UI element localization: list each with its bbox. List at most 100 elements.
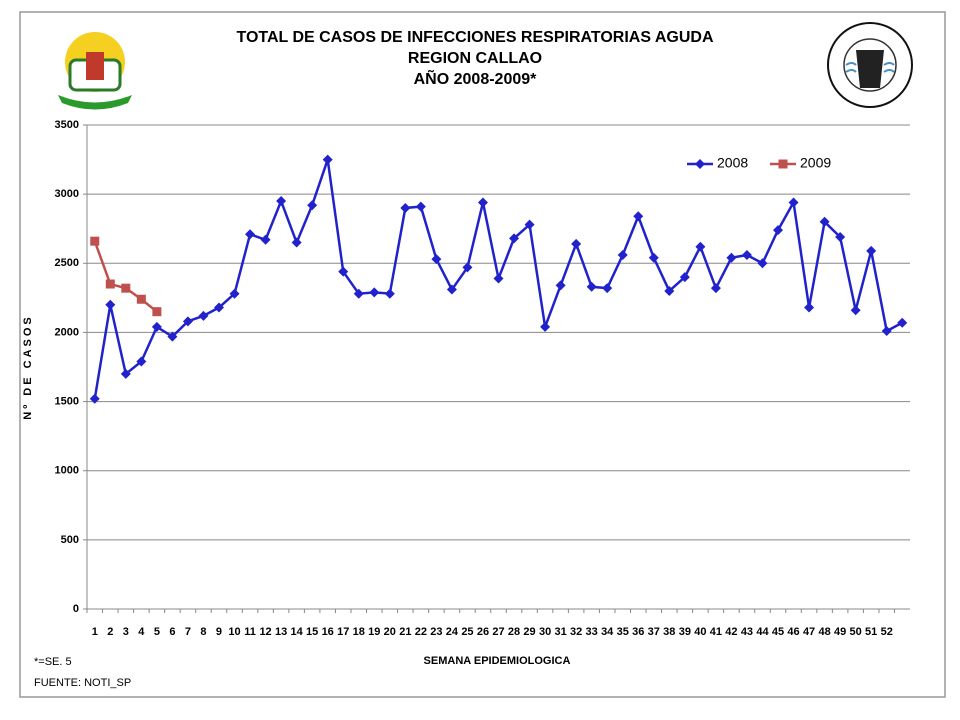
x-tick-label: 42 — [725, 626, 737, 638]
y-tick-label: 2000 — [55, 326, 79, 338]
point — [602, 283, 613, 294]
point — [198, 310, 209, 321]
x-axis-label: SEMANA EPIDEMIOLOGICA — [424, 655, 571, 667]
legend-label: 2009 — [800, 155, 831, 171]
x-tick-label: 51 — [865, 626, 877, 638]
point — [850, 305, 861, 316]
x-tick-label: 46 — [787, 626, 799, 638]
point — [400, 202, 411, 213]
point — [819, 216, 830, 227]
point — [586, 281, 597, 292]
title: TOTAL DE CASOS DE INFECCIONES RESPIRATOR… — [236, 29, 714, 46]
point — [105, 279, 115, 289]
point — [90, 236, 100, 246]
x-tick-label: 35 — [617, 626, 629, 638]
x-tick-label: 31 — [554, 626, 566, 638]
x-tick-label: 41 — [710, 626, 722, 638]
x-tick-label: 4 — [138, 626, 145, 638]
point — [322, 154, 333, 165]
point — [695, 241, 706, 252]
x-tick-label: 43 — [741, 626, 753, 638]
x-tick-label: 37 — [648, 626, 660, 638]
x-tick-label: 22 — [415, 626, 427, 638]
y-tick-label: 1500 — [55, 395, 79, 407]
x-tick-label: 44 — [756, 626, 769, 638]
x-tick-label: 26 — [477, 626, 489, 638]
y-tick-label: 0 — [73, 603, 79, 615]
legend-marker — [778, 159, 788, 169]
x-tick-label: 6 — [169, 626, 175, 638]
point — [384, 288, 395, 299]
footnote: FUENTE: NOTI_SP — [34, 677, 131, 689]
x-tick-label: 47 — [803, 626, 815, 638]
point — [726, 252, 737, 263]
point — [89, 393, 100, 404]
frame — [19, 11, 946, 698]
x-tick-label: 1 — [92, 626, 98, 638]
point — [509, 233, 520, 244]
title: REGION CALLAO — [408, 50, 542, 67]
point — [617, 249, 628, 260]
point — [229, 288, 240, 299]
x-tick-label: 25 — [461, 626, 473, 638]
point — [415, 201, 426, 212]
point — [245, 229, 256, 240]
y-tick-label: 3000 — [55, 188, 79, 200]
point — [788, 197, 799, 208]
point — [307, 200, 318, 211]
legend-label: 2008 — [717, 155, 748, 171]
point — [571, 238, 582, 249]
point — [213, 302, 224, 313]
x-tick-label: 49 — [834, 626, 846, 638]
x-tick-label: 16 — [322, 626, 334, 638]
x-tick-label: 28 — [508, 626, 520, 638]
point — [710, 283, 721, 294]
x-tick-label: 20 — [384, 626, 396, 638]
point — [151, 321, 162, 332]
x-tick-label: 52 — [881, 626, 893, 638]
x-tick-label: 11 — [244, 626, 256, 638]
x-tick-label: 2 — [107, 626, 113, 638]
y-tick-label: 3500 — [55, 119, 79, 131]
legend-marker — [695, 159, 705, 169]
point — [741, 249, 752, 260]
point — [120, 368, 131, 379]
point — [477, 197, 488, 208]
x-tick-label: 29 — [523, 626, 535, 638]
x-tick-label: 40 — [694, 626, 706, 638]
footnote: *=SE. 5 — [34, 656, 72, 668]
point — [679, 272, 690, 283]
series-line — [93, 240, 158, 313]
point — [493, 273, 504, 284]
x-tick-label: 39 — [679, 626, 691, 638]
x-tick-label: 18 — [353, 626, 365, 638]
point — [338, 266, 349, 277]
point — [462, 262, 473, 273]
x-tick-label: 21 — [399, 626, 411, 638]
x-tick-label: 3 — [123, 626, 129, 638]
x-tick-label: 30 — [539, 626, 551, 638]
x-tick-label: 12 — [259, 626, 271, 638]
point — [633, 211, 644, 222]
logo-right — [827, 22, 913, 108]
x-tick-label: 9 — [216, 626, 222, 638]
point — [431, 254, 442, 265]
point — [136, 356, 147, 367]
x-tick-label: 27 — [492, 626, 504, 638]
point — [773, 225, 784, 236]
x-tick-label: 15 — [306, 626, 318, 638]
x-tick-label: 50 — [850, 626, 862, 638]
x-tick-label: 36 — [632, 626, 644, 638]
x-tick-label: 32 — [570, 626, 582, 638]
x-tick-label: 14 — [291, 626, 304, 638]
x-tick-label: 8 — [200, 626, 206, 638]
x-tick-label: 10 — [228, 626, 240, 638]
point — [897, 317, 908, 328]
point — [182, 316, 193, 327]
y-tick-label: 500 — [61, 534, 79, 546]
y-axis-label: Nº DE CASOS — [22, 314, 34, 419]
point — [835, 232, 846, 243]
point — [555, 280, 566, 291]
y-tick-label: 1000 — [55, 465, 79, 477]
